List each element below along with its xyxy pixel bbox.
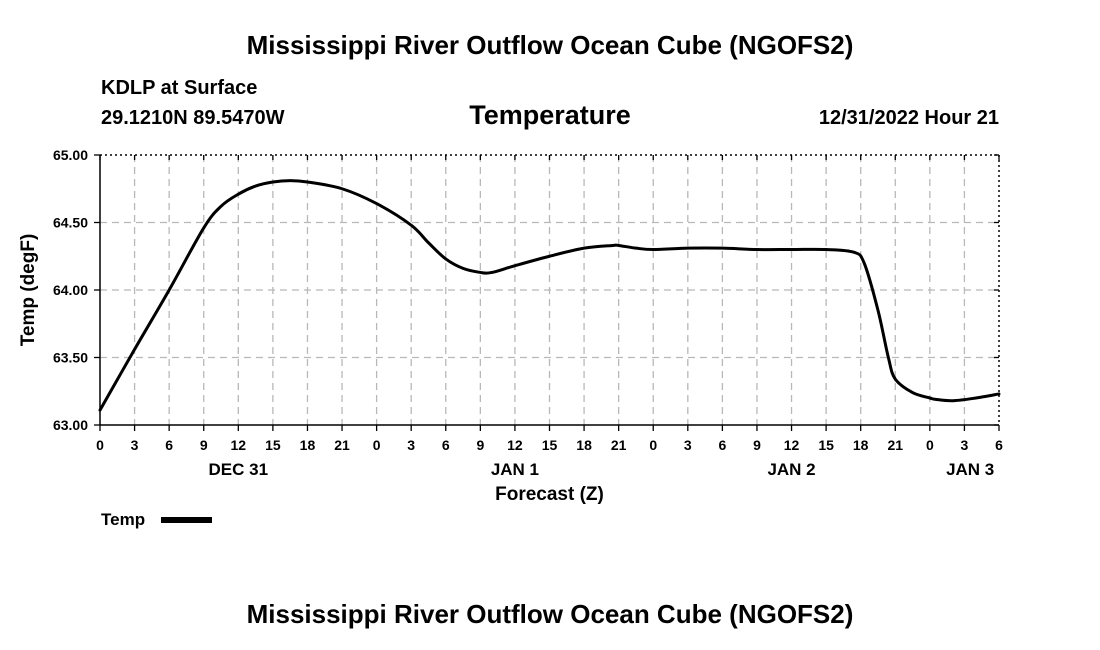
x-tick-label: 18: [576, 437, 592, 453]
y-tick-label: 64.00: [53, 282, 88, 298]
station-label: KDLP at Surface: [101, 77, 258, 99]
x-tick-label: 3: [131, 437, 139, 453]
x-tick-label: 0: [96, 437, 104, 453]
x-tick-label: 0: [926, 437, 934, 453]
day-label: JAN 2: [767, 460, 815, 479]
x-tick-label: 6: [165, 437, 173, 453]
y-tick-label: 65.00: [53, 147, 88, 163]
x-tick-label: 21: [887, 437, 903, 453]
x-tick-label: 6: [442, 437, 450, 453]
legend-swatch: [161, 517, 212, 523]
chart-title: Mississippi River Outflow Ocean Cube (NG…: [246, 30, 854, 60]
x-tick-label: 18: [853, 437, 869, 453]
coordinates-label: 29.1210N 89.5470W: [101, 107, 285, 129]
x-tick-label: 12: [507, 437, 523, 453]
x-tick-label: 12: [784, 437, 800, 453]
x-tick-label: 9: [753, 437, 761, 453]
x-tick-label: 3: [961, 437, 969, 453]
day-label: JAN 3: [946, 460, 994, 479]
x-tick-label: 21: [611, 437, 627, 453]
x-tick-label: 9: [200, 437, 208, 453]
x-tick-label: 3: [407, 437, 415, 453]
y-tick-label: 63.50: [53, 350, 88, 366]
footer-title: Mississippi River Outflow Ocean Cube (NG…: [246, 599, 854, 629]
x-tick-label: 15: [818, 437, 834, 453]
series-line-temp: [98, 179, 1001, 412]
x-tick-label: 3: [684, 437, 692, 453]
x-tick-label: 12: [231, 437, 247, 453]
x-axis-title: Forecast (Z): [495, 484, 604, 505]
x-tick-label: 0: [373, 437, 381, 453]
x-tick-label: 0: [649, 437, 657, 453]
y-axis-title: Temp (degF): [18, 234, 39, 347]
chart-subtitle: Temperature: [469, 100, 631, 130]
run-time-label: 12/31/2022 Hour 21: [818, 107, 999, 129]
x-tick-label: 6: [995, 437, 1003, 453]
x-tick-label: 18: [300, 437, 316, 453]
legend-label: Temp: [101, 510, 146, 529]
x-tick-label: 6: [718, 437, 726, 453]
x-tick-label: 15: [265, 437, 281, 453]
y-tick-label: 64.50: [53, 215, 88, 231]
day-label: JAN 1: [491, 460, 539, 479]
y-tick-label: 63.00: [53, 417, 88, 433]
x-tick-label: 9: [476, 437, 484, 453]
x-tick-label: 21: [334, 437, 350, 453]
x-tick-label: 15: [542, 437, 558, 453]
day-label: DEC 31: [209, 460, 269, 479]
